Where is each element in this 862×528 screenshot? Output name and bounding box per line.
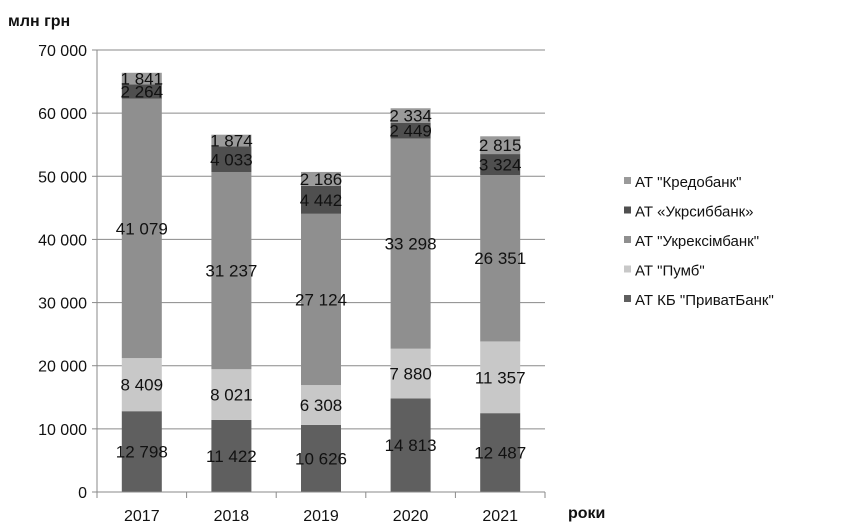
bar-segment xyxy=(121,411,162,492)
bar-segment xyxy=(301,171,341,186)
bar-segment xyxy=(121,84,162,99)
bar-segment xyxy=(480,413,521,492)
y-tick-label: 20 000 xyxy=(38,359,87,376)
bar-segment xyxy=(211,134,252,147)
bar-segment xyxy=(121,98,162,359)
data-label: 31 237 xyxy=(205,262,257,281)
bar-segment xyxy=(480,136,521,155)
data-label: 2 815 xyxy=(479,136,522,155)
y-tick-label: 50 000 xyxy=(38,169,87,186)
axis-ticks: 0 10 000 20 000 30 000 40 000 50 000 60 000 70 … xyxy=(38,43,546,525)
y-tick-label: 10 000 xyxy=(38,422,87,439)
x-tick-label: 2020 xyxy=(393,508,429,525)
data-label: 26 351 xyxy=(474,249,526,268)
y-tick-label: 40 000 xyxy=(38,232,87,249)
bar-segment xyxy=(301,385,341,425)
data-label: 3 324 xyxy=(479,156,522,175)
bar-segment xyxy=(211,146,252,172)
y-tick-label: 0 xyxy=(78,485,87,502)
bar-segment xyxy=(301,424,341,492)
y-unit-label: млн грн xyxy=(8,13,70,30)
data-label: 2 449 xyxy=(389,122,432,141)
data-label: 10 626 xyxy=(295,449,347,468)
bar-segment xyxy=(211,171,252,370)
data-label: 12 487 xyxy=(474,444,526,463)
legend-swatch xyxy=(624,206,631,214)
data-label: 41 079 xyxy=(116,219,168,238)
legend-label: АТ КБ "ПриватБанк" xyxy=(635,292,774,309)
x-tick-label: 2019 xyxy=(303,508,339,525)
legend: АТ "Кредобанк" АТ «Укрсиббанк» АТ "Укрексі… xyxy=(624,174,774,309)
data-label: 2 186 xyxy=(300,170,343,189)
bar-segment xyxy=(480,154,521,176)
data-label: 8 409 xyxy=(121,376,164,395)
data-label: 12 798 xyxy=(116,443,168,462)
y-tick-label: 60 000 xyxy=(38,106,87,123)
bar-segment xyxy=(390,122,431,139)
bar-segment xyxy=(301,185,341,214)
data-label: 6 308 xyxy=(300,396,343,415)
x-tick-label: 2018 xyxy=(214,508,250,525)
legend-swatch xyxy=(624,177,631,184)
y-tick-label: 70 000 xyxy=(38,43,87,60)
bar-segment xyxy=(301,213,341,386)
data-label: 2 264 xyxy=(121,83,164,102)
x-tick-label: 2021 xyxy=(482,508,518,525)
x-axis-title: роки xyxy=(568,505,605,522)
bar-segment xyxy=(211,419,252,492)
bar-segment xyxy=(390,348,431,399)
data-label: 4 033 xyxy=(210,150,253,169)
legend-label: АТ "Пумб" xyxy=(635,263,705,280)
data-label: 8 021 xyxy=(210,386,253,405)
bar-segment xyxy=(390,138,431,349)
bar-segment xyxy=(390,398,431,492)
bar-segment xyxy=(211,369,252,420)
bar-segment xyxy=(480,175,521,342)
legend-swatch xyxy=(624,265,631,273)
x-tick-label: 2017 xyxy=(124,508,160,525)
legend-label: АТ «Укрсиббанк» xyxy=(635,204,754,221)
y-tick-label: 30 000 xyxy=(38,296,87,313)
data-label: 1 874 xyxy=(210,132,253,151)
bar-segment xyxy=(121,72,162,85)
data-label: 33 298 xyxy=(385,235,437,254)
legend-label: АТ "Укрексімбанк" xyxy=(635,233,759,250)
data-label: 1 841 xyxy=(121,70,164,89)
data-label: 4 442 xyxy=(300,191,343,210)
data-label: 14 813 xyxy=(385,436,437,455)
legend-swatch xyxy=(624,295,631,302)
data-label: 2 334 xyxy=(389,107,432,126)
data-label: 7 880 xyxy=(389,365,432,384)
bar-segment xyxy=(121,358,162,412)
legend-label: АТ "Кредобанк" xyxy=(635,174,741,191)
legend-swatch xyxy=(624,236,631,243)
bar-segment xyxy=(480,341,521,414)
axes xyxy=(96,50,545,493)
bar-segment xyxy=(390,108,431,123)
data-label: 11 422 xyxy=(206,447,257,466)
bars xyxy=(121,72,521,492)
data-label: 27 124 xyxy=(295,290,347,309)
data-label: 11 357 xyxy=(475,368,526,387)
